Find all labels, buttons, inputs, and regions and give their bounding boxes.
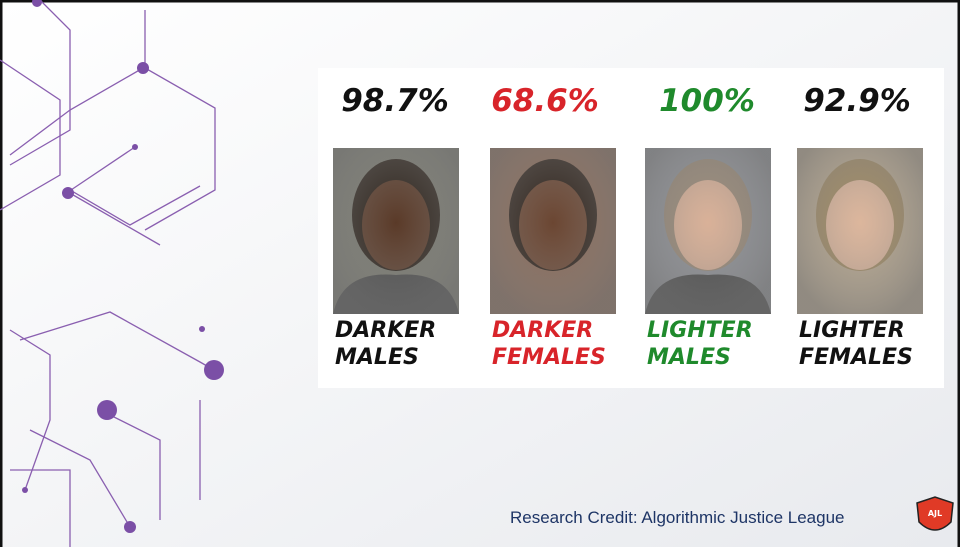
label-line: MALES: [335, 345, 419, 370]
blur: [333, 148, 459, 314]
label-line: MALES: [647, 345, 731, 370]
blur: [645, 148, 771, 314]
label-line: LIGHTER: [799, 318, 905, 343]
label-line: FEMALES: [492, 345, 606, 370]
face-image: [797, 148, 923, 314]
credit: Research Credit: Algorithmic Justice Lea…: [510, 508, 845, 527]
label-line: FEMALES: [799, 345, 913, 370]
label-line: DARKER: [335, 318, 436, 343]
label-line: DARKER: [492, 318, 593, 343]
percent: 98.7%: [341, 83, 449, 119]
blur: [490, 148, 616, 314]
percent: 100%: [659, 83, 755, 119]
percent: 92.9%: [803, 83, 911, 119]
face-image: [333, 148, 459, 314]
logo-text: AJL: [928, 509, 942, 518]
slide: 98.7%DARKERMALES68.6%DARKERFEMALES100%LI…: [0, 0, 960, 547]
percent: 68.6%: [491, 83, 599, 119]
label-line: LIGHTER: [647, 318, 753, 343]
blur: [797, 148, 923, 314]
logo: AJL: [917, 497, 953, 530]
face-image: [490, 148, 616, 314]
face-image: [645, 148, 771, 314]
